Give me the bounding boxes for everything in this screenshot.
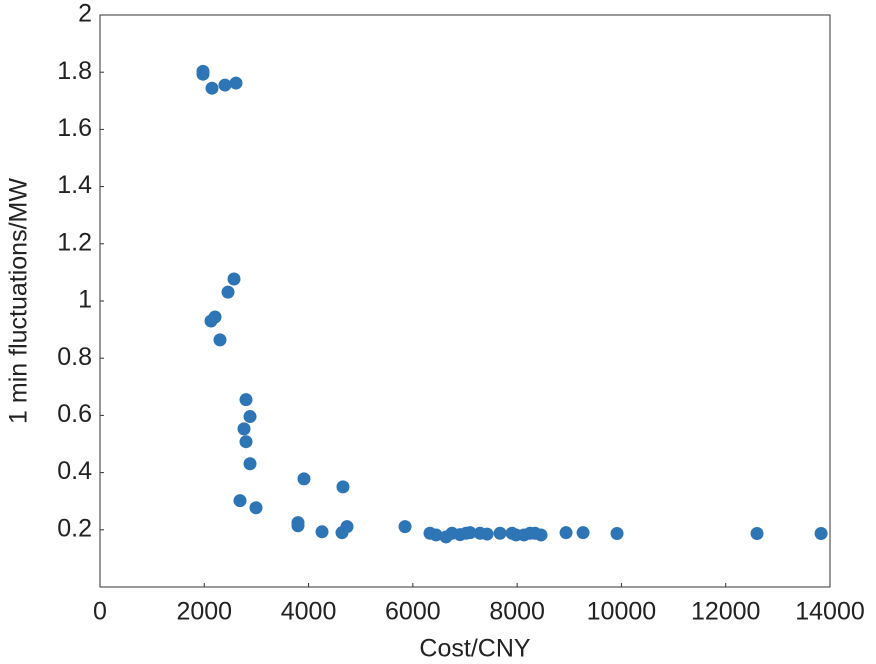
data-point [239, 393, 253, 407]
y-tick-label: 1.8 [57, 57, 92, 85]
x-tick-label: 2000 [176, 598, 232, 626]
data-point [243, 410, 257, 424]
data-point [218, 78, 232, 92]
y-tick-label: 1.4 [57, 171, 92, 199]
data-point [221, 285, 235, 299]
data-point [480, 527, 494, 541]
data-point [315, 525, 329, 539]
y-tick-label: 2 [78, 0, 92, 28]
data-point [750, 527, 764, 541]
y-tick-label: 0.2 [57, 514, 92, 542]
data-point [336, 480, 350, 494]
x-tick-label: 0 [93, 598, 107, 626]
data-point [237, 422, 251, 436]
data-point [205, 81, 219, 95]
x-tick-label: 10000 [587, 598, 657, 626]
data-point [559, 526, 573, 540]
data-point [249, 501, 263, 515]
data-point [534, 528, 548, 542]
x-tick-label: 4000 [281, 598, 337, 626]
data-point [204, 314, 218, 328]
data-point [291, 519, 305, 533]
y-tick-label: 1 [78, 286, 92, 314]
data-point [814, 527, 828, 541]
x-tick-label: 12000 [691, 598, 761, 626]
y-tick-label: 1.2 [57, 228, 92, 256]
plot-frame [99, 14, 831, 588]
data-point [227, 272, 241, 286]
y-tick-label: 1.6 [57, 114, 92, 142]
data-point [398, 520, 412, 534]
y-tick-label: 0.8 [57, 343, 92, 371]
data-point [340, 520, 354, 534]
x-axis-label: Cost/CNY [419, 635, 530, 663]
data-point [229, 76, 243, 90]
data-point [429, 528, 443, 542]
y-tick-label: 0.6 [57, 400, 92, 428]
x-tick-label: 6000 [385, 598, 441, 626]
data-point [463, 526, 477, 540]
data-point [233, 494, 247, 508]
data-point [213, 333, 227, 347]
data-point [493, 526, 507, 540]
data-point [297, 472, 311, 486]
y-tick-label: 0.4 [57, 457, 92, 485]
data-point [243, 457, 257, 471]
y-axis-label: 1 min fluctuations/MW [5, 178, 33, 424]
data-point [239, 435, 253, 449]
x-tick-label: 14000 [795, 598, 865, 626]
x-tick-label: 8000 [489, 598, 545, 626]
data-point [196, 67, 210, 81]
data-point [610, 527, 624, 541]
data-point [576, 526, 590, 540]
